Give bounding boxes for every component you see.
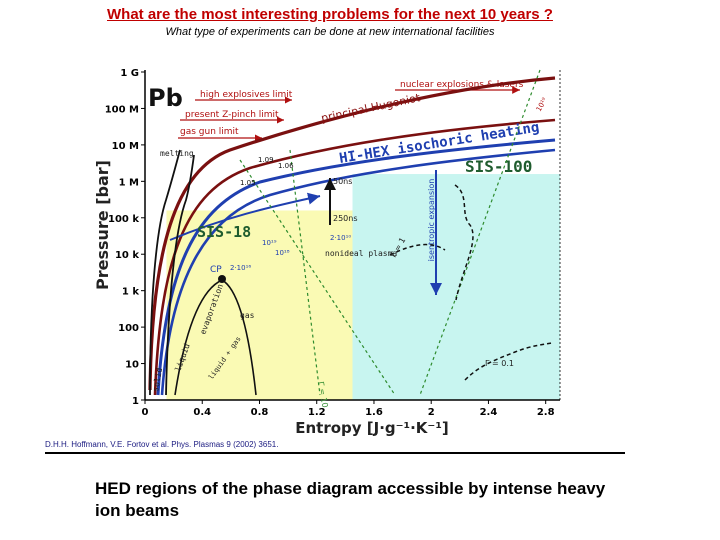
isochore-109-label: 1.09: [258, 156, 274, 164]
hugoniot-label: principal Hugoniot: [320, 91, 422, 125]
plasma-boundary-2: [389, 243, 446, 256]
y-axis-label: Pressure [bar]: [93, 160, 112, 290]
x-tick-label: 0: [142, 407, 149, 418]
isochore-curve-1: [153, 118, 556, 396]
density-2e16-label: 2·10¹⁶: [230, 264, 251, 272]
element-label: Pb: [148, 84, 183, 112]
y-tick-label: 10 M: [112, 141, 139, 152]
isochore-curve-2: [160, 148, 556, 396]
hi-hex-curve: [156, 138, 556, 396]
slide-title: What are the most interesting problems f…: [107, 6, 553, 23]
gamma-01-label: Γ = 0.1: [485, 359, 514, 368]
isochore-105-label: 1.05: [240, 179, 256, 187]
melting-curve-1: [149, 149, 181, 396]
axis-ticks: 0 0.4 0.8 1.2 1.6 2 2.4 2.8 1 10 100 1 k 10 k 100 k 1 …: [105, 68, 555, 418]
nuclear-label: nuclear explosions & lasers: [400, 80, 524, 90]
density-1e19-label: 10¹⁹: [535, 96, 549, 113]
isentropic-label: isentropic expansion: [427, 179, 436, 262]
y-tick-label: 10: [125, 360, 139, 371]
caption: HED regions of the phase diagram accessi…: [95, 479, 606, 520]
gamma-10-line: [289, 149, 321, 396]
y-tick-label: 100 M: [105, 104, 139, 115]
solid-label: solid: [151, 367, 164, 392]
region-yellow: [166, 210, 353, 400]
y-tick-label: 100 k: [108, 214, 139, 225]
plasma-boundary-1: [454, 184, 474, 301]
slide-subtitle: What type of experiments can be done at …: [165, 26, 495, 38]
x-tick-label: 2.4: [480, 407, 498, 418]
isochore-106-label: 1.06: [278, 162, 294, 170]
y-tick-label: 1 M: [119, 177, 139, 188]
cp-label: CP: [210, 265, 222, 275]
density-1e18-label: 10¹⁸: [275, 249, 290, 257]
citation: D.H.H. Hoffmann, V.E. Fortov et al. Phys…: [45, 440, 279, 449]
sis18-label: SIS-18: [197, 223, 251, 241]
density-1e19b-label: 10¹⁹: [262, 239, 277, 247]
t250-label: 250ns: [333, 214, 358, 223]
y-tick-label: 100: [118, 323, 139, 334]
y-tick-label: 1: [132, 396, 139, 407]
x-tick-label: 1.6: [365, 407, 383, 418]
x-tick-label: 2: [428, 407, 435, 418]
x-tick-label: 1.2: [308, 407, 326, 418]
gamma-01-line: [419, 69, 541, 396]
gas-gun-label: gas gun limit: [180, 127, 239, 137]
y-tick-label: 10 k: [115, 250, 139, 261]
density-2e10-label: 2·10¹⁰: [330, 234, 351, 242]
x-tick-label: 0.8: [251, 407, 269, 418]
nonideal-label: nonideal plasma: [325, 249, 397, 258]
gamma-1-line: [239, 159, 396, 396]
y-tick-label: 1 G: [120, 68, 139, 79]
divider: [45, 452, 625, 454]
region-cyan: [352, 174, 560, 400]
sis18-arrow: [169, 192, 321, 241]
x-tick-label: 0.4: [193, 407, 211, 418]
high-explosives-label: high explosives limit: [200, 90, 293, 100]
plasma-boundary-3: [464, 342, 553, 381]
sis100-label: SIS-100: [465, 157, 532, 176]
t50-label: 50ns: [333, 177, 352, 186]
principal-hugoniot-curve: [148, 76, 556, 391]
y-tick-label: 1 k: [122, 287, 139, 298]
melting-label: melting: [160, 149, 194, 158]
melting-curve-2: [165, 154, 195, 396]
z-pinch-label: present Z-pinch limit: [185, 110, 279, 120]
gas-label: gas: [240, 311, 255, 320]
x-tick-label: 2.8: [537, 407, 555, 418]
critical-point: [218, 275, 226, 283]
x-axis-label: Entropy [J·g⁻¹·K⁻¹]: [295, 419, 449, 437]
